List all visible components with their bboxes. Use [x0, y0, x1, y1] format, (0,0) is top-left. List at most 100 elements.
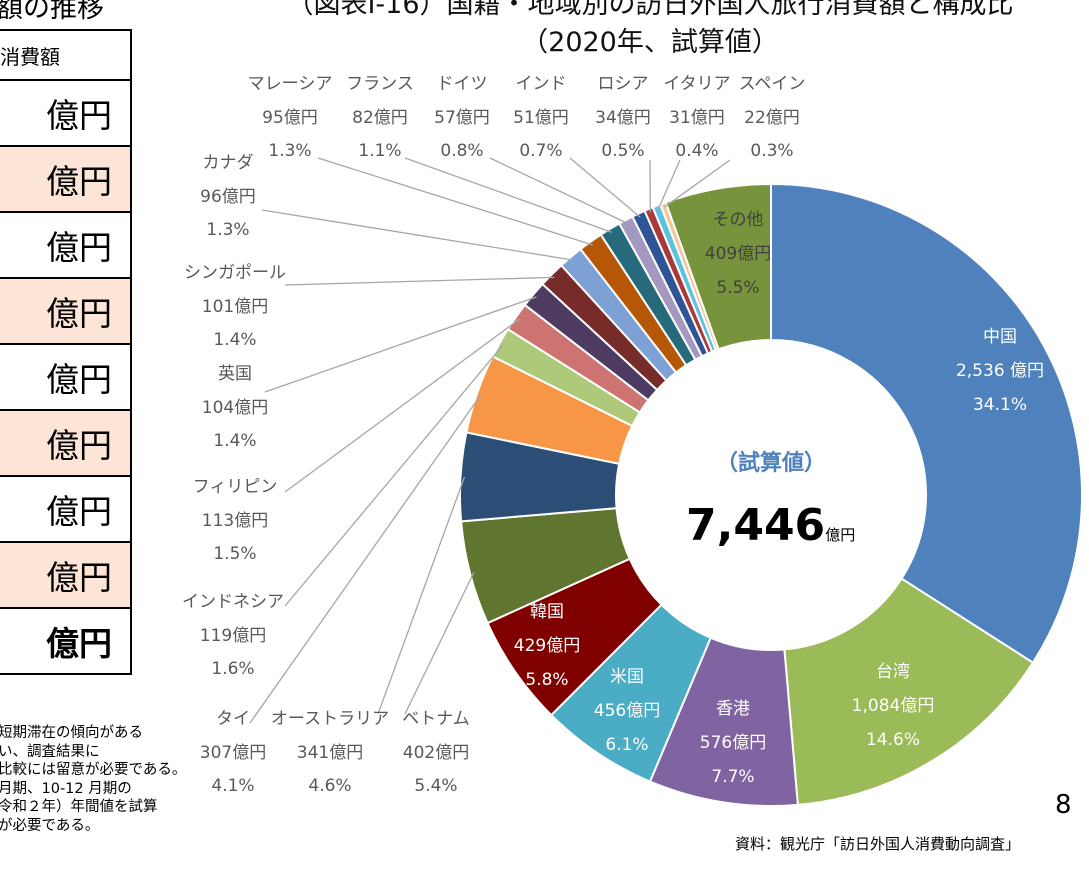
slice-label-name: マレーシア — [247, 74, 333, 94]
note-line: 短期滞在の傾向がある — [0, 725, 143, 741]
slice-label-name: その他 — [712, 210, 764, 230]
slice-label-value-label: 34億円 — [595, 107, 651, 128]
slice-label-percent: 1.6% — [211, 659, 255, 679]
slice-label-name: 香港 — [715, 699, 750, 719]
leader-line-インドネシア — [284, 344, 504, 607]
slice-label-name: オーストラリア — [270, 709, 390, 729]
slice-その他 — [664, 182, 772, 351]
slice-label-name: タイ — [215, 709, 250, 729]
note-line: が必要である。 — [0, 817, 100, 834]
slice-label-name: インドネシア — [182, 592, 284, 612]
slice-label: マレーシア 95億円 1.3% — [248, 68, 333, 169]
slice-label-percent: 1.3% — [206, 220, 250, 240]
slice-label-value-label: 119億円 — [199, 625, 267, 646]
slice-label-value-label: 51億円 — [513, 107, 569, 128]
slice-label: 台湾 1,084億円 14.6% — [852, 655, 935, 757]
table-cell: 億円 — [0, 277, 132, 345]
slice-label-name: 台湾 — [875, 662, 910, 682]
leader-line-スペイン — [664, 159, 731, 208]
slice-label-name: スペイン — [738, 74, 806, 94]
slice-label: 英国 104億円 1.4% — [202, 358, 268, 459]
center-unit: 億円 — [825, 526, 856, 544]
slice-label: 韓国 429億円 5.8% — [514, 595, 580, 697]
slice-label-percent: 5.8% — [525, 670, 569, 690]
slice-label-name: 中国 — [982, 327, 1017, 347]
slice-label-name: フランス — [346, 74, 414, 94]
chart-subtitle: （2020年、試算値） — [521, 27, 779, 58]
slice-label: フィリピン 113億円 1.5% — [193, 471, 278, 572]
slice-label-value-label: 307億円 — [199, 742, 267, 763]
note-line: い、調査結果に — [0, 743, 100, 760]
slice-label-percent: 0.5% — [601, 141, 645, 161]
center-value: 7,446 — [686, 500, 826, 551]
slice-label-name: 米国 — [609, 667, 644, 687]
spending-table: 消費額 億円 億円 億円 億円 億円 億円 億円 億円 億円 — [0, 29, 132, 675]
slice-label-value-label: 402億円 — [402, 742, 470, 763]
slice-label-percent: 1.5% — [213, 544, 257, 564]
slice-label: 中国 2,536 億円 34.1% — [956, 320, 1044, 422]
slice-label: インド 51億円 0.7% — [513, 68, 569, 169]
slice-label-value-label: 31億円 — [669, 107, 725, 128]
slice-label-value-label: 2,536 億円 — [955, 361, 1045, 381]
leader-line-タイ — [249, 394, 482, 724]
slice-label-value-label: 1,084億円 — [851, 696, 935, 716]
slice-label-percent: 0.8% — [440, 141, 484, 161]
table-cell: 億円 — [0, 79, 132, 147]
slice-label: タイ 307億円 4.1% — [200, 703, 266, 804]
slice-label-value-label: 113億円 — [201, 510, 269, 531]
slice-label-percent: 4.1% — [211, 776, 255, 796]
slice-label: ドイツ 57億円 0.8% — [434, 68, 490, 169]
slice-label-name: ドイツ — [436, 74, 488, 94]
slice-label-value-label: 576億円 — [699, 733, 767, 753]
slice-label-percent: 1.4% — [213, 431, 257, 451]
slice-label: フランス 82億円 1.1% — [346, 68, 414, 169]
slice-label: ベトナム 402億円 5.4% — [402, 703, 470, 804]
table-cell: 億円 — [0, 541, 132, 609]
slice-label-value-label: 96億円 — [200, 186, 256, 207]
table-header: 消費額 — [0, 29, 132, 81]
slice-label: 米国 456億円 6.1% — [594, 660, 660, 762]
slice-label-value-label: 95億円 — [262, 107, 318, 128]
leader-line-ドイツ — [489, 157, 628, 225]
slice-label-name: ベトナム — [402, 709, 470, 729]
slice-label: 香港 576億円 7.7% — [700, 692, 766, 794]
slice-label-percent: 14.6% — [865, 730, 921, 750]
chart-title: （図表Ⅰ-16）国籍・地域別の訪日外国人旅行消費額と構成比 （2020年、試算値… — [150, 0, 1089, 62]
leader-line-フィリピン — [284, 318, 520, 493]
table-cell-total: 億円 — [0, 607, 132, 675]
slice-label-name: イタリア — [663, 74, 731, 94]
left-heading: 額の推移 — [0, 0, 104, 24]
slice-label-name: 英国 — [217, 364, 252, 384]
note-line: 比較には留意が必要である。 — [0, 762, 187, 778]
leader-line-イタリア — [657, 159, 681, 210]
slice-label-percent: 34.1% — [972, 395, 1028, 415]
leader-line-オーストラリア — [377, 476, 466, 715]
slice-label-value-label: 341億円 — [296, 742, 364, 763]
slice-label-value-label: 82億円 — [352, 107, 408, 128]
table-cell: 億円 — [0, 145, 132, 213]
leader-line-インド — [569, 157, 641, 218]
slice-label-percent: 6.1% — [605, 735, 649, 755]
slice-label-value-label: 101億円 — [201, 296, 269, 317]
slice-label-name: フィリピン — [192, 477, 278, 497]
note-line: 令和２年）年間値を試算 — [0, 799, 158, 815]
leader-line-カナダ — [261, 209, 574, 261]
slice-label-value-label: 104億円 — [201, 397, 269, 418]
slice-label-name: ロシア — [597, 74, 649, 94]
slice-label-percent: 1.4% — [213, 330, 257, 350]
slice-台湾 — [783, 577, 1035, 806]
leader-line-英国 — [264, 296, 537, 393]
table-cell: 億円 — [0, 409, 132, 477]
table-cell: 億円 — [0, 211, 132, 279]
slice-label-name: 韓国 — [529, 602, 564, 622]
slice-label-name: インド — [515, 74, 567, 94]
slice-label-percent: 1.1% — [358, 141, 402, 161]
slice-label: オーストラリア 341億円 4.6% — [271, 703, 389, 804]
slice-label-percent: 0.3% — [750, 141, 794, 161]
slice-label-value-label: 57億円 — [434, 107, 490, 128]
leader-line-マレーシア — [317, 157, 594, 246]
table-cell: 億円 — [0, 475, 132, 543]
slice-label-percent: 1.3% — [268, 141, 312, 161]
center-total: 7,446億円 — [686, 500, 855, 551]
slice-label: シンガポール 101億円 1.4% — [184, 257, 286, 358]
